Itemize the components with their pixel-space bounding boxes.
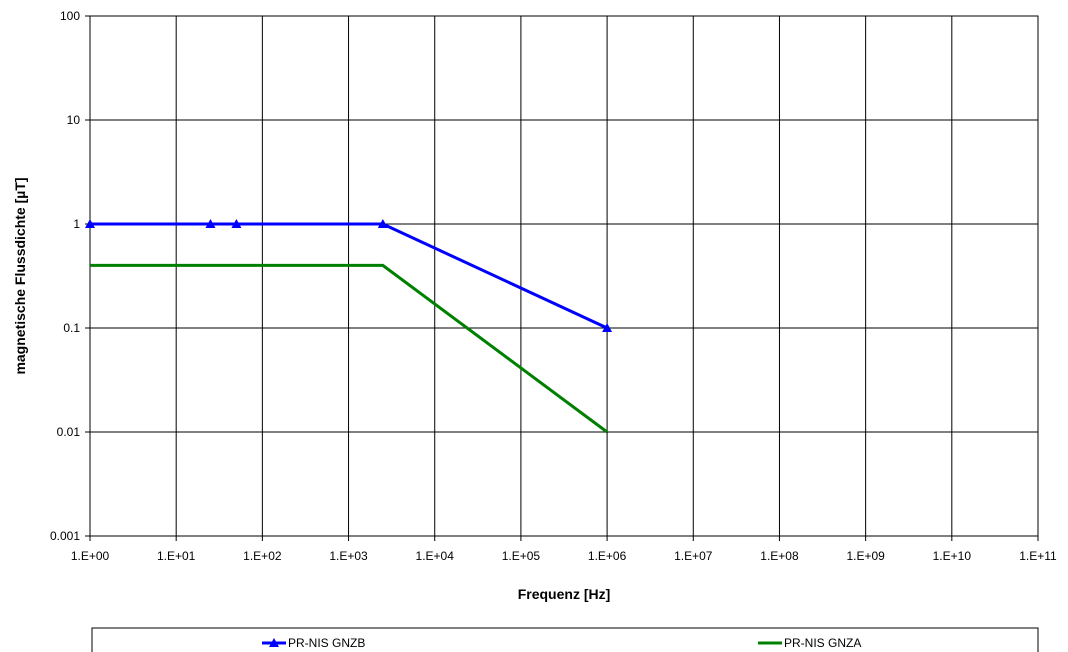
legend-label: PR-NIS GNZA [784, 636, 861, 650]
series-group [85, 219, 613, 434]
data-point-marker [205, 219, 216, 228]
data-point-marker [231, 219, 242, 228]
legend-marker [269, 638, 279, 647]
grid [85, 15, 1039, 541]
x-axis-title: Frequenz [Hz] [518, 586, 611, 602]
legend: PR-NIS GNZB PR-NIS GNZA [262, 636, 861, 650]
legend-box [91, 627, 1039, 652]
x-tick-label: 1.E+05 [502, 549, 541, 563]
x-tick-label: 1.E+08 [760, 549, 799, 563]
x-tick-label: 1.E+07 [674, 549, 713, 563]
y-tick-label: 0.01 [57, 425, 81, 439]
x-tick-label: 1.E+00 [71, 549, 110, 563]
x-tick-label: 1.E+06 [588, 549, 627, 563]
y-tick-labels: 0.001 0.01 0.1 1 10 100 [50, 9, 80, 543]
x-tick-label: 1.E+09 [846, 549, 885, 563]
x-tick-label: 1.E+01 [157, 549, 196, 563]
x-tick-labels: 1.E+00 1.E+01 1.E+02 1.E+03 1.E+04 1.E+05 1.E+… [71, 549, 1057, 563]
data-point-marker [377, 219, 388, 228]
x-tick-label: 1.E+02 [243, 549, 282, 563]
legend-label: PR-NIS GNZB [288, 636, 365, 650]
y-axis-title: magnetische Flussdichte [µT] [12, 177, 28, 374]
plot-area-border [89, 15, 1039, 537]
y-tick-label: 0.001 [50, 529, 80, 543]
x-tick-label: 1.E+03 [329, 549, 368, 563]
y-tick-label: 1 [73, 217, 80, 231]
x-tick-label: 1.E+11 [1019, 549, 1057, 563]
y-tick-label: 0.1 [63, 321, 80, 335]
series-line-pr-nis-gnza [90, 263, 608, 434]
data-point-marker [602, 323, 613, 332]
x-tick-label: 1.E+10 [933, 549, 972, 563]
x-tick-label: 1.E+04 [416, 549, 455, 563]
y-tick-label: 100 [60, 9, 80, 23]
y-tick-label: 10 [67, 113, 81, 127]
data-point-marker [85, 219, 95, 228]
